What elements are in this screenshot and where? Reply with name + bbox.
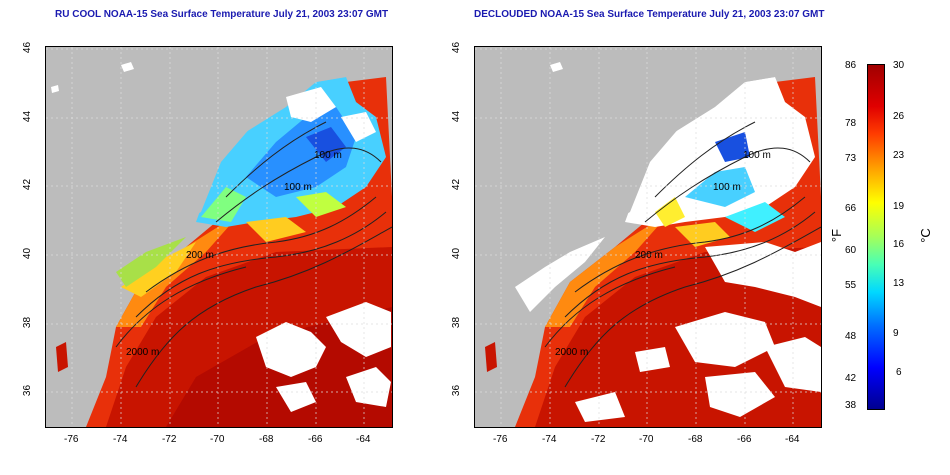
x-tick: -76 [64,434,79,445]
unit-fahrenheit: °F [829,228,845,243]
contour-label: 100 m [284,182,312,193]
colorbar-c-label: 13 [893,278,905,289]
x-tick: -74 [113,434,128,445]
x-tick: -76 [493,434,508,445]
contour-label: 200 m [635,250,663,261]
colorbar-c-label: 26 [893,111,905,122]
y-tick: 40 [451,247,463,260]
contour-label: 2000 m [126,347,160,358]
colorbar-c-label: 30 [893,60,905,71]
contour-label: 100 m [743,150,771,161]
left-panel-title: RU COOL NOAA-15 Sea Surface Temperature … [55,9,389,20]
contour-label: 100 m [713,182,741,193]
colorbar-c-label: 6 [896,367,902,378]
right-map-image [475,47,821,427]
y-tick: 38 [22,316,34,329]
colorbar-c-label: 19 [893,201,905,212]
x-tick: -64 [356,434,371,445]
colorbar-c-label: 23 [893,150,905,161]
colorbar-f-label: 60 [845,245,857,256]
x-tick: -64 [785,434,800,445]
colorbar-f-label: 38 [845,400,857,411]
colorbar-f-label: 78 [845,118,857,129]
x-tick: -68 [259,434,274,445]
y-tick: 42 [451,178,463,191]
colorbar-f-label: 48 [845,331,857,342]
y-tick: 42 [22,178,34,191]
x-tick: -66 [308,434,323,445]
y-tick: 44 [22,110,34,123]
x-tick: -72 [162,434,177,445]
colorbar-f-label: 55 [845,280,857,291]
contour-label: 100 m [314,150,342,161]
contour-label: 200 m [186,250,214,261]
y-tick: 40 [22,247,34,260]
x-tick: -74 [542,434,557,445]
colorbar-c-label: 16 [893,239,905,250]
x-tick: -70 [639,434,654,445]
left-map-image [46,47,392,427]
colorbar-f-label: 73 [845,153,857,164]
right-panel-title: DECLOUDED NOAA-15 Sea Surface Temperatur… [474,9,825,20]
x-tick: -72 [591,434,606,445]
colorbar-f-label: 66 [845,203,857,214]
contour-label: 2000 m [555,347,589,358]
colorbar-f-label: 86 [845,60,857,71]
temperature-colorbar [867,64,885,410]
y-tick: 44 [451,110,463,123]
left-sst-map[interactable]: 100 m 100 m 200 m 2000 m [45,46,393,428]
colorbar-c-label: 9 [893,328,899,339]
y-tick: 36 [22,384,34,397]
x-tick: -70 [210,434,225,445]
y-tick: 36 [451,384,463,397]
y-tick: 46 [451,41,463,54]
x-tick: -68 [688,434,703,445]
y-tick: 38 [451,316,463,329]
colorbar-f-label: 42 [845,373,857,384]
x-tick: -66 [737,434,752,445]
unit-celsius: °C [917,228,933,243]
y-tick: 46 [22,41,34,54]
right-sst-map[interactable]: 100 m 100 m 200 m 2000 m [474,46,822,428]
